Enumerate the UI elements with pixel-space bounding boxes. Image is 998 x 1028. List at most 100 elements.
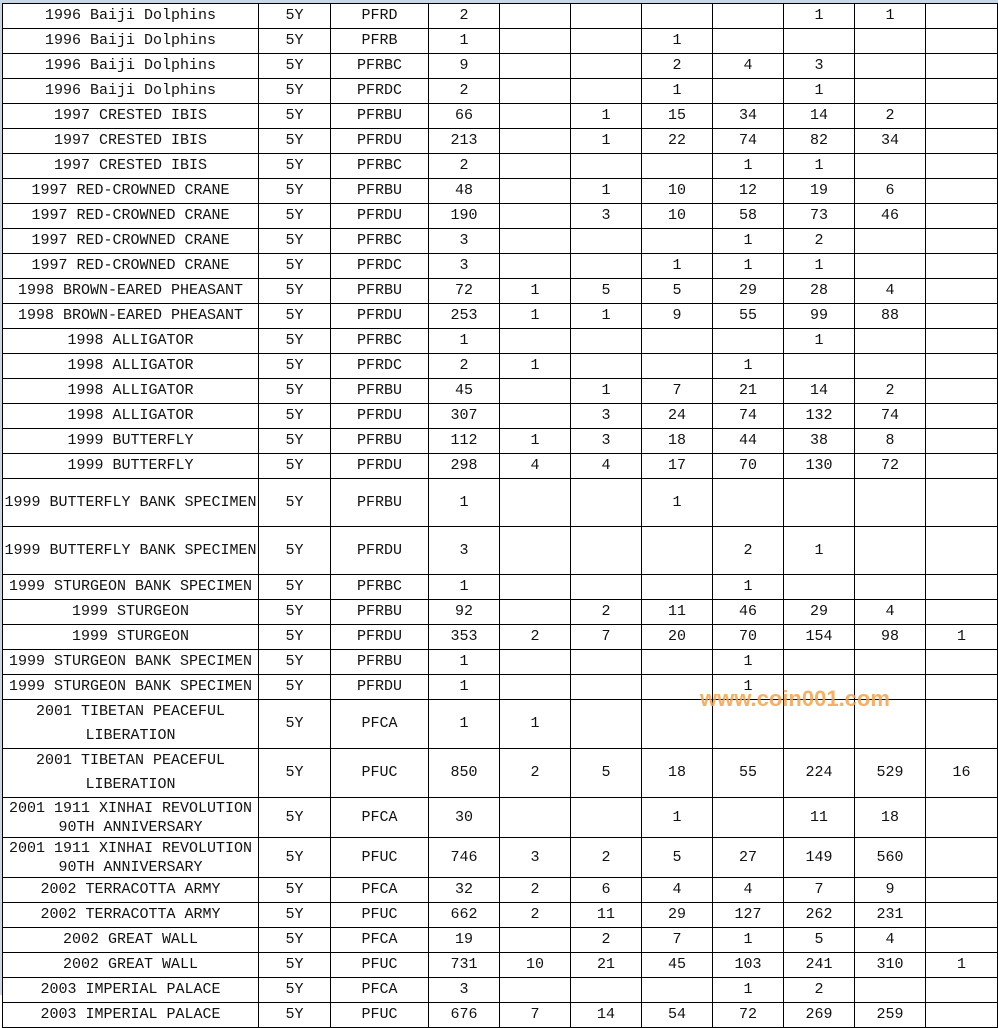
coin-name-cell[interactable]: 1998 ALLIGATOR (2, 378, 259, 404)
count-cell[interactable] (570, 328, 642, 354)
count-cell[interactable] (925, 453, 998, 479)
grade-type-cell[interactable]: PFRBC (330, 228, 429, 254)
count-cell[interactable] (925, 478, 998, 527)
count-cell[interactable] (925, 699, 998, 749)
total-cell[interactable]: 92 (428, 599, 500, 625)
count-cell[interactable] (783, 353, 855, 379)
count-cell[interactable] (783, 574, 855, 600)
count-cell[interactable]: 38 (783, 428, 855, 454)
denomination-cell[interactable]: 5Y (258, 3, 331, 29)
count-cell[interactable]: 22 (641, 128, 713, 154)
coin-name-cell[interactable]: 1999 STURGEON BANK SPECIMEN (2, 649, 259, 675)
count-cell[interactable]: 74 (712, 128, 784, 154)
total-cell[interactable]: 307 (428, 403, 500, 429)
count-cell[interactable]: 1 (712, 353, 784, 379)
count-cell[interactable]: 11 (641, 599, 713, 625)
count-cell[interactable]: 262 (783, 902, 855, 928)
count-cell[interactable] (570, 674, 642, 700)
count-cell[interactable] (570, 28, 642, 54)
count-cell[interactable] (854, 153, 926, 179)
count-cell[interactable]: 2 (499, 902, 571, 928)
count-cell[interactable] (854, 478, 926, 527)
count-cell[interactable] (925, 28, 998, 54)
count-cell[interactable] (854, 977, 926, 1003)
total-cell[interactable]: 32 (428, 877, 500, 903)
count-cell[interactable]: 1 (783, 328, 855, 354)
count-cell[interactable] (570, 353, 642, 379)
count-cell[interactable]: 58 (712, 203, 784, 229)
total-cell[interactable]: 1 (428, 478, 500, 527)
count-cell[interactable] (499, 649, 571, 675)
count-cell[interactable]: 28 (783, 278, 855, 304)
count-cell[interactable] (712, 478, 784, 527)
count-cell[interactable]: 1 (712, 574, 784, 600)
count-cell[interactable] (499, 797, 571, 838)
denomination-cell[interactable]: 5Y (258, 649, 331, 675)
count-cell[interactable] (570, 478, 642, 527)
grade-type-cell[interactable]: PFRDC (330, 78, 429, 104)
count-cell[interactable] (854, 228, 926, 254)
count-cell[interactable]: 1 (570, 303, 642, 329)
count-cell[interactable]: 16 (925, 748, 998, 798)
count-cell[interactable] (925, 977, 998, 1003)
count-cell[interactable]: 7 (641, 378, 713, 404)
count-cell[interactable]: 34 (854, 128, 926, 154)
count-cell[interactable]: 7 (499, 1002, 571, 1028)
denomination-cell[interactable]: 5Y (258, 378, 331, 404)
denomination-cell[interactable]: 5Y (258, 203, 331, 229)
total-cell[interactable]: 1 (428, 649, 500, 675)
count-cell[interactable]: 1 (641, 253, 713, 279)
grade-type-cell[interactable]: PFCA (330, 699, 429, 749)
coin-name-cell[interactable]: 1998 BROWN-EARED PHEASANT (2, 303, 259, 329)
coin-name-cell[interactable]: 1998 BROWN-EARED PHEASANT (2, 278, 259, 304)
grade-type-cell[interactable]: PFRDU (330, 128, 429, 154)
grade-type-cell[interactable]: PFRDU (330, 674, 429, 700)
total-cell[interactable]: 72 (428, 278, 500, 304)
count-cell[interactable] (641, 649, 713, 675)
coin-name-cell[interactable]: 1996 Baiji Dolphins (2, 28, 259, 54)
count-cell[interactable]: 4 (854, 927, 926, 953)
count-cell[interactable]: 103 (712, 952, 784, 978)
coin-name-cell[interactable]: 1999 STURGEON (2, 624, 259, 650)
grade-type-cell[interactable]: PFUC (330, 902, 429, 928)
count-cell[interactable] (925, 303, 998, 329)
count-cell[interactable]: 7 (570, 624, 642, 650)
count-cell[interactable]: 18 (854, 797, 926, 838)
count-cell[interactable]: 529 (854, 748, 926, 798)
count-cell[interactable] (641, 153, 713, 179)
count-cell[interactable]: 4 (712, 53, 784, 79)
count-cell[interactable]: 11 (783, 797, 855, 838)
count-cell[interactable]: 127 (712, 902, 784, 928)
count-cell[interactable] (783, 674, 855, 700)
coin-name-cell[interactable]: 1999 STURGEON BANK SPECIMEN (2, 574, 259, 600)
denomination-cell[interactable]: 5Y (258, 927, 331, 953)
count-cell[interactable]: 5 (641, 837, 713, 878)
count-cell[interactable]: 259 (854, 1002, 926, 1028)
count-cell[interactable] (925, 599, 998, 625)
count-cell[interactable] (499, 203, 571, 229)
grade-type-cell[interactable]: PFRBU (330, 103, 429, 129)
count-cell[interactable]: 3 (499, 837, 571, 878)
count-cell[interactable] (854, 574, 926, 600)
count-cell[interactable]: 1 (783, 78, 855, 104)
count-cell[interactable]: 4 (570, 453, 642, 479)
count-cell[interactable]: 4 (712, 877, 784, 903)
count-cell[interactable]: 55 (712, 748, 784, 798)
count-cell[interactable]: 1 (641, 78, 713, 104)
denomination-cell[interactable]: 5Y (258, 699, 331, 749)
count-cell[interactable] (570, 526, 642, 575)
count-cell[interactable] (641, 699, 713, 749)
denomination-cell[interactable]: 5Y (258, 253, 331, 279)
count-cell[interactable]: 27 (712, 837, 784, 878)
count-cell[interactable] (499, 178, 571, 204)
count-cell[interactable]: 1 (641, 797, 713, 838)
coin-name-cell[interactable]: 1997 RED-CROWNED CRANE (2, 228, 259, 254)
count-cell[interactable]: 18 (641, 428, 713, 454)
count-cell[interactable] (499, 128, 571, 154)
count-cell[interactable] (783, 649, 855, 675)
count-cell[interactable]: 2 (783, 228, 855, 254)
count-cell[interactable]: 2 (641, 53, 713, 79)
grade-type-cell[interactable]: PFRBU (330, 178, 429, 204)
count-cell[interactable]: 1 (783, 526, 855, 575)
count-cell[interactable]: 1 (854, 3, 926, 29)
